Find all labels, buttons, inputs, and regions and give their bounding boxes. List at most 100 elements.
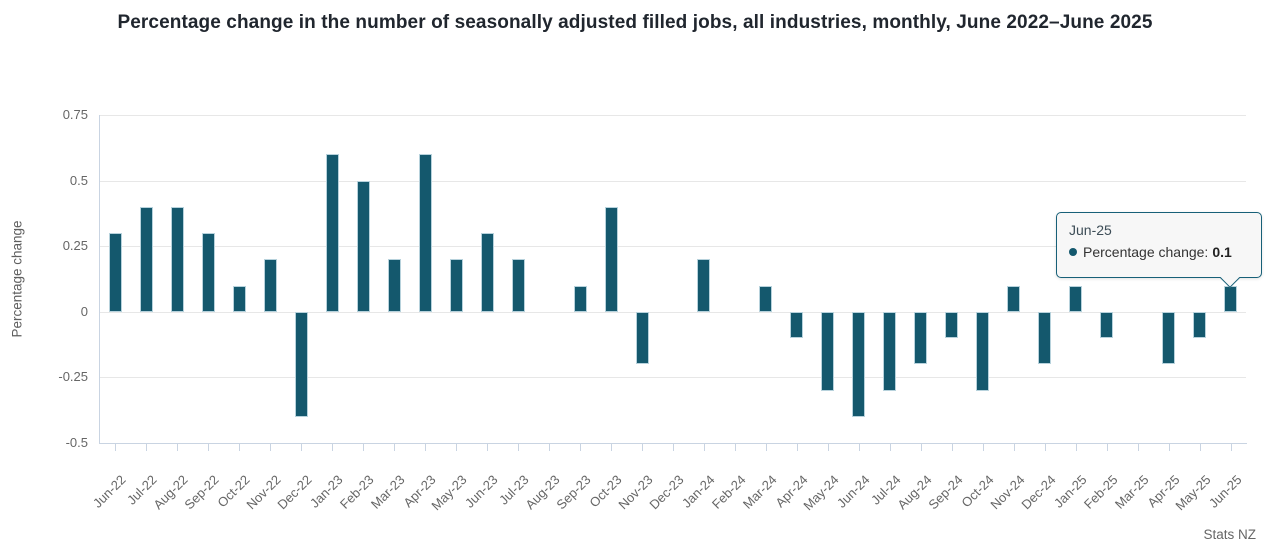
gridline <box>100 115 1246 116</box>
bar-may-25[interactable] <box>1193 311 1207 339</box>
x-axis-tick <box>270 443 272 451</box>
x-axis-tick <box>827 443 829 451</box>
bar-jul-22[interactable] <box>139 206 153 312</box>
x-axis-tick <box>208 443 210 451</box>
bar-jul-24[interactable] <box>883 311 897 391</box>
tooltip-title: Jun-25 <box>1069 222 1112 238</box>
bar-sep-22[interactable] <box>201 233 215 312</box>
bar-mar-23[interactable] <box>387 259 401 312</box>
bar-jun-25[interactable] <box>1224 285 1237 312</box>
bar-mar-24[interactable] <box>759 285 773 312</box>
x-tick-label-feb-25: Feb-25 <box>1080 472 1121 512</box>
bar-sep-23[interactable] <box>573 285 587 312</box>
x-axis-tick <box>642 443 644 451</box>
y-tick-label: -0.5 <box>65 435 88 450</box>
x-axis-tick <box>301 443 303 451</box>
bar-oct-22[interactable] <box>232 285 246 312</box>
bar-aug-22[interactable] <box>170 206 184 312</box>
bar-nov-23[interactable] <box>635 311 649 365</box>
bar-sep-24[interactable] <box>945 311 959 339</box>
series-marker-icon <box>1069 248 1077 256</box>
bar-oct-23[interactable] <box>604 206 618 312</box>
x-axis-tick <box>425 443 427 451</box>
gridline <box>100 311 1246 313</box>
x-tick-label-jun-22: Jun-22 <box>90 472 130 511</box>
tooltip: Jun-25 Percentage change: 0.1 <box>1056 212 1262 288</box>
x-tick-label-dec-23: Dec-23 <box>646 472 687 513</box>
x-axis-tick <box>982 443 984 451</box>
x-axis-tick <box>146 443 148 451</box>
x-axis-tick <box>1044 443 1046 451</box>
x-tick-label-mar-23: Mar-23 <box>368 472 408 512</box>
x-axis-tick <box>703 443 705 451</box>
bar-aug-24[interactable] <box>914 311 928 365</box>
x-axis-tick <box>1106 443 1108 451</box>
x-axis-tick <box>1137 443 1139 451</box>
bar-nov-22[interactable] <box>263 259 277 312</box>
x-axis-tick <box>549 443 551 451</box>
bar-jan-23[interactable] <box>325 154 339 312</box>
y-tick-label: 0 <box>80 303 88 319</box>
x-tick-label-nov-23: Nov-23 <box>615 472 656 513</box>
bar-dec-22[interactable] <box>294 311 308 417</box>
bar-apr-24[interactable] <box>790 311 804 339</box>
bar-may-23[interactable] <box>449 259 463 312</box>
bar-dec-24[interactable] <box>1038 311 1052 365</box>
x-tick-label-dec-24: Dec-24 <box>1018 472 1059 513</box>
gridline <box>100 180 1246 182</box>
x-axis-tick <box>889 443 891 451</box>
x-axis-tick <box>765 443 767 451</box>
tooltip-row: Percentage change: 0.1 <box>1069 244 1249 260</box>
x-tick-label-feb-24: Feb-24 <box>708 472 749 512</box>
bar-jun-24[interactable] <box>852 311 866 417</box>
x-axis-tick <box>115 443 117 451</box>
bar-jan-25[interactable] <box>1069 285 1083 312</box>
bar-feb-23[interactable] <box>356 180 370 312</box>
x-axis-tick <box>920 443 922 451</box>
x-tick-label-nov-24: Nov-24 <box>987 472 1028 513</box>
x-tick-label-jun-25: Jun-25 <box>1205 472 1245 511</box>
bar-jun-22[interactable] <box>108 233 122 312</box>
tooltip-series-label: Percentage change: <box>1083 244 1209 260</box>
y-tick-label: 0.25 <box>62 238 88 254</box>
x-tick-label-feb-23: Feb-23 <box>337 472 377 512</box>
bar-feb-25[interactable] <box>1100 311 1114 339</box>
x-tick-label-mar-24: Mar-24 <box>739 472 780 512</box>
x-tick-label-jun-23: Jun-23 <box>462 472 501 511</box>
bar-apr-25[interactable] <box>1162 311 1176 365</box>
y-tick-label: 0.75 <box>62 107 88 122</box>
x-axis-tick <box>394 443 396 451</box>
y-tick-label: 0.5 <box>69 172 88 188</box>
x-tick-label-aug-23: Aug-23 <box>522 472 563 513</box>
x-axis-tick <box>1013 443 1015 451</box>
bar-jul-23[interactable] <box>511 259 525 312</box>
x-axis-tick <box>456 443 458 451</box>
x-tick-label-sep-24: Sep-24 <box>925 472 966 513</box>
x-tick-label-dec-22: Dec-22 <box>274 472 315 513</box>
x-axis-tick <box>177 443 179 451</box>
bar-oct-24[interactable] <box>976 311 990 391</box>
y-axis-line <box>99 115 100 444</box>
x-axis-tick <box>332 443 334 451</box>
x-tick-label-sep-23: Sep-23 <box>553 472 594 513</box>
x-tick-label-mar-25: Mar-25 <box>1111 472 1152 512</box>
x-axis-tick <box>734 443 736 451</box>
x-axis-tick <box>1075 443 1077 451</box>
x-tick-label-nov-22: Nov-22 <box>243 472 284 513</box>
bar-nov-24[interactable] <box>1007 285 1021 312</box>
x-axis-tick <box>363 443 365 451</box>
x-axis-tick <box>239 443 241 451</box>
gridline <box>100 246 1246 248</box>
x-axis-tick <box>580 443 582 451</box>
credits-link[interactable]: Stats NZ <box>1203 527 1256 542</box>
x-tick-label-jan-25: Jan-25 <box>1050 472 1090 511</box>
tooltip-value: 0.1 <box>1212 244 1232 260</box>
bar-may-24[interactable] <box>821 311 835 391</box>
x-axis-tick <box>1168 443 1170 451</box>
x-axis-tick <box>673 443 674 451</box>
bar-jan-24[interactable] <box>697 259 711 312</box>
bar-apr-23[interactable] <box>418 154 432 312</box>
x-axis-tick <box>796 443 798 451</box>
x-axis-tick <box>1199 443 1201 451</box>
bar-jun-23[interactable] <box>480 233 494 312</box>
